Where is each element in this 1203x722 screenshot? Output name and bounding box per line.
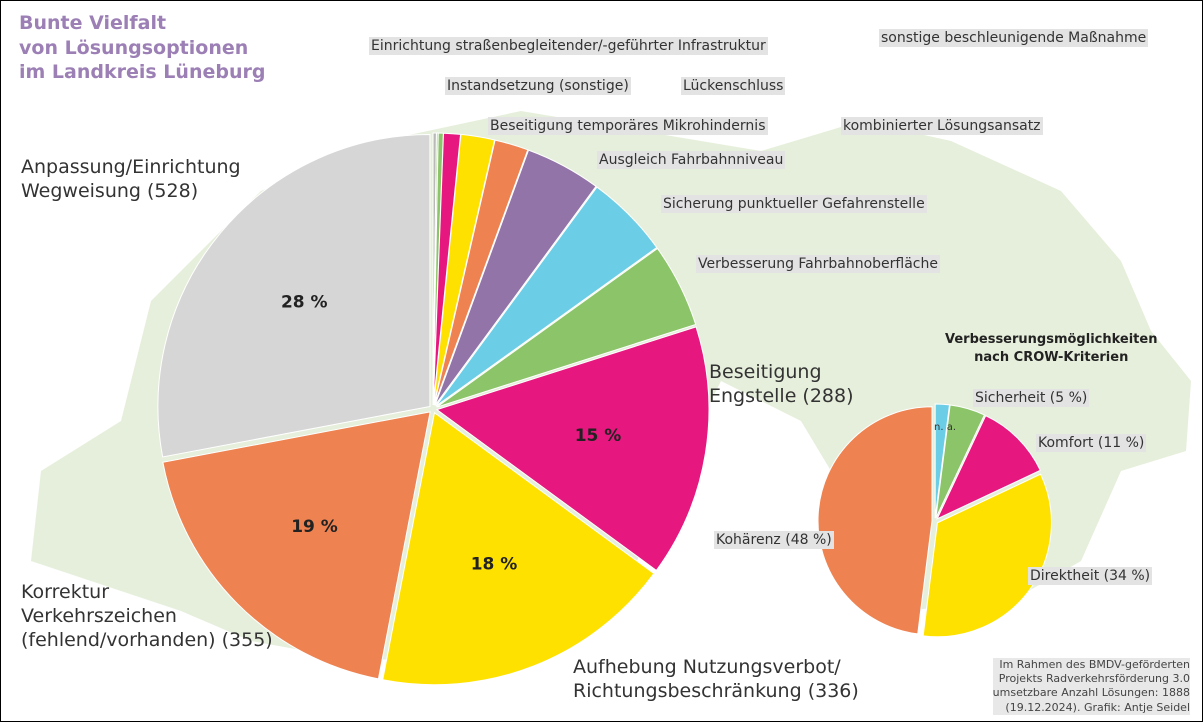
note: Im Rahmen des BMDV-geförderten Projekts … [992,657,1190,715]
pie-slice [382,411,655,686]
slice-label: kombinierter Lösungsansatz [841,117,1043,136]
slice-label: Komfort (11 %) [1036,434,1147,453]
title: Bunte Vielfalt von Lösungsoptionen im La… [19,12,266,84]
pie-slice [157,133,431,458]
slice-label: Beseitigung temporäres Mikrohindernis [488,117,768,136]
subchart-title: Verbesserungsmöglichkeiten nach CROW-Kri… [945,332,1158,365]
slice-label: Instandsetzung (sonstige) [445,77,631,96]
slice-label: Beseitigung Engstelle (288) [709,361,854,407]
slice-label: Sicherung punktueller Gefahrenstelle [661,195,927,214]
value-label: 19 % [291,517,338,537]
slice-label: Kohärenz (48 %) [714,531,834,550]
pie-slice [162,411,431,680]
pie-slice [435,186,658,407]
slice-label: Anpassung/Einrichtung Wegweisung (528) [21,156,241,202]
pie-slice [935,404,986,519]
pie-slice [936,415,1041,520]
pie-slice [434,149,597,406]
slice-label: n. a. [934,422,957,433]
pie-slice [922,473,1052,638]
pie-slice [433,139,529,406]
slice-label: Sicherheit (5 %) [973,389,1090,408]
slice-label: Aufhebung Nutzungsverbot/ Richtungsbesch… [573,656,859,702]
value-label: 28 % [281,292,328,312]
slice-label: Einrichtung straßenbegleitender/-geführt… [369,37,768,56]
pie-slice [436,247,697,408]
pie-slice [934,403,951,519]
slice-label: Ausgleich Fahrbahnniveau [597,151,786,170]
slice-label: Lückenschluss [681,77,786,96]
value-label: 15 % [575,426,622,446]
pie-slice [817,406,933,635]
value-label: 18 % [471,555,518,575]
pie-slice [433,133,496,406]
slice-label: Direktheit (34 %) [1028,567,1153,586]
pie-slice [435,326,710,572]
slice-label: Verbesserung Fahrbahnoberfläche [696,255,940,274]
slice-label: sonstige beschleunigende Maßnahme [879,29,1149,48]
slice-label: Korrektur Verkehrszeichen (fehlend/vorha… [21,581,273,651]
